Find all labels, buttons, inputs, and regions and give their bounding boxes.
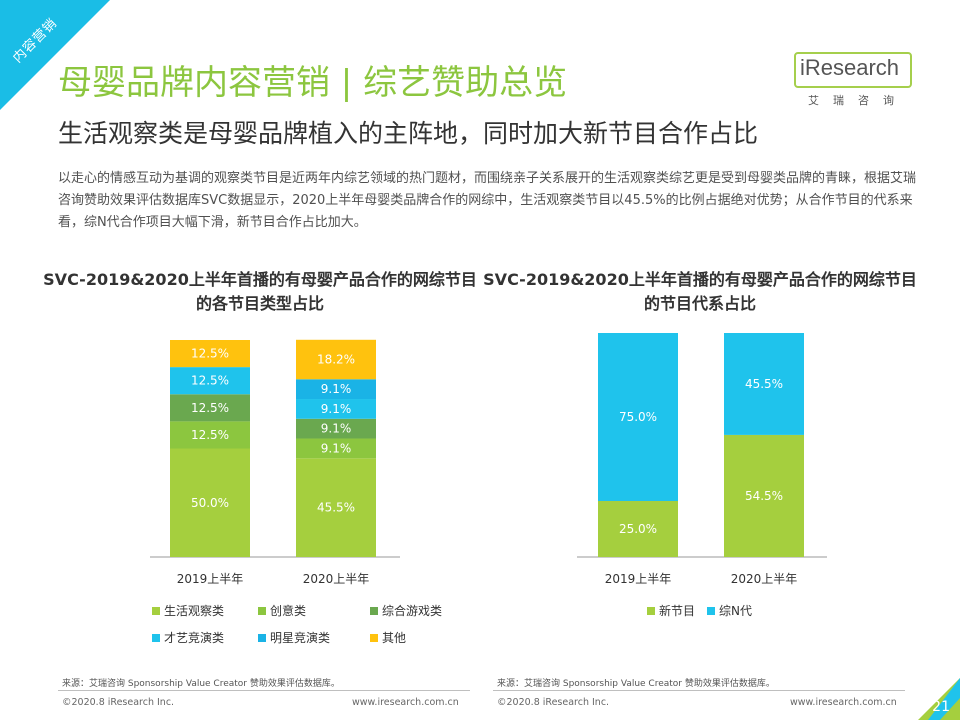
page-number-badge: 21 — [918, 678, 960, 720]
chart2-bar-label-1-1: 45.5% — [745, 377, 783, 391]
chart1-bar-label-0-5: 12.5% — [191, 347, 229, 361]
chart1-bar-label-1-1: 9.1% — [321, 441, 352, 455]
chart1-bar-0-0 — [170, 448, 250, 557]
logo-frame — [794, 52, 912, 88]
chart1-legend-swatch-1 — [258, 607, 266, 615]
chart1-legend-swatch-0 — [152, 607, 160, 615]
chart2-website: www.iresearch.com.cn — [790, 697, 897, 708]
chart1-legend-label-1: 创意类 — [270, 603, 306, 618]
page-title: 母婴品牌内容营销 | 综艺赞助总览 — [58, 63, 568, 103]
chart2-category-label-0: 2019上半年 — [605, 572, 672, 586]
corner-triangle — [0, 0, 110, 110]
chart2-legend-label-1: 综N代 — [719, 604, 752, 618]
chart1-legend-label-3: 才艺竞演类 — [164, 630, 224, 645]
chart1-bar-label-1-5: 18.2% — [317, 353, 355, 367]
chart1-bar-label-1-3: 9.1% — [321, 402, 352, 416]
chart1-bar-label-1-2: 9.1% — [321, 422, 352, 436]
chart2-bar-1-1 — [724, 333, 804, 435]
page-corner-shape — [918, 678, 960, 720]
chart1-bar-0-2 — [170, 394, 250, 422]
chart1-title: SVC-2019&2020上半年首播的有母婴产品合作的网综节目的各节目类型占比 — [43, 270, 477, 313]
chart1-legend-swatch-2 — [370, 607, 378, 615]
iresearch-logo: iResearch 艾瑞咨询 — [794, 52, 914, 108]
chart2-bar-0-1 — [598, 333, 678, 501]
chart1-bar-1-4 — [296, 379, 376, 400]
chart1-legend-swatch-5 — [370, 634, 378, 642]
chart1-bar-1-2 — [296, 418, 376, 439]
chart1-legend-swatch-3 — [152, 634, 160, 642]
chart2-legend-swatch-0 — [647, 607, 655, 615]
chart1-bar-0-3 — [170, 367, 250, 395]
chart1-copyright: ©2020.8 iResearch Inc. — [62, 697, 175, 708]
chart1-legend-label-5: 其他 — [382, 631, 406, 645]
chart1-source: 来源：艾瑞咨询 Sponsorship Value Creator 赞助效果评估… — [62, 679, 340, 689]
chart2-legend-label-0: 新节目 — [659, 603, 695, 618]
chart1-bar-label-0-3: 12.5% — [191, 374, 229, 388]
chart2-bar-label-0-0: 25.0% — [619, 522, 657, 536]
chart2-category-label-1: 2020上半年 — [731, 572, 798, 586]
chart1-bar-0-5 — [170, 340, 250, 368]
chart1-bar-label-1-4: 9.1% — [321, 382, 352, 396]
chart1-bar-1-1 — [296, 438, 376, 459]
chart1-bar-1-0 — [296, 458, 376, 557]
chart1-bar-label-1-0: 45.5% — [317, 501, 355, 515]
logo-text: iResearch — [800, 55, 900, 80]
chart2-bar-label-0-1: 75.0% — [619, 410, 657, 424]
chart1-category-label-1: 2020上半年 — [303, 572, 370, 586]
chart1-bar-label-0-0: 50.0% — [191, 496, 229, 510]
chart1-legend-swatch-4 — [258, 634, 266, 642]
chart1-legend-label-0: 生活观察类 — [164, 604, 224, 618]
chart2-title: SVC-2019&2020上半年首播的有母婴产品合作的网综节目的节目代系占比 — [483, 270, 917, 313]
chart1-bar-1-3 — [296, 399, 376, 419]
chart2-source: 来源：艾瑞咨询 Sponsorship Value Creator 赞助效果评估… — [497, 679, 775, 689]
chart2-legend-swatch-1 — [707, 607, 715, 615]
description-paragraph: 以走心的情感互动为基调的观察类节目是近两年内综艺领域的热门题材，而围绕亲子关系展… — [58, 171, 917, 230]
chart2-bar-1-0 — [724, 434, 804, 557]
page-subtitle: 生活观察类是母婴品牌植入的主阵地，同时加大新节目合作占比 — [58, 119, 759, 148]
chart2-bar-label-1-0: 54.5% — [745, 489, 783, 503]
chart1-legend-label-4: 明星竞演类 — [270, 630, 330, 645]
chart2-footer-rule — [493, 690, 905, 691]
chart1-legend-label-2: 综合游戏类 — [382, 603, 442, 618]
chart2-bar-0-0 — [598, 501, 678, 557]
chart1-footer-rule — [58, 690, 470, 691]
logo-subtext: 艾瑞咨询 — [808, 94, 908, 107]
chart1-website: www.iresearch.com.cn — [352, 697, 459, 708]
chart1-bar-label-0-1: 12.5% — [191, 428, 229, 442]
chart1-bar-0-1 — [170, 421, 250, 449]
page-number: 21 — [932, 699, 950, 715]
chart1-bar-1-5 — [296, 339, 376, 380]
chart1-bar-label-0-2: 12.5% — [191, 401, 229, 415]
corner-tag: 内容营销 — [0, 0, 110, 110]
chart1-category-label-0: 2019上半年 — [177, 572, 244, 586]
chart2-copyright: ©2020.8 iResearch Inc. — [497, 697, 610, 708]
